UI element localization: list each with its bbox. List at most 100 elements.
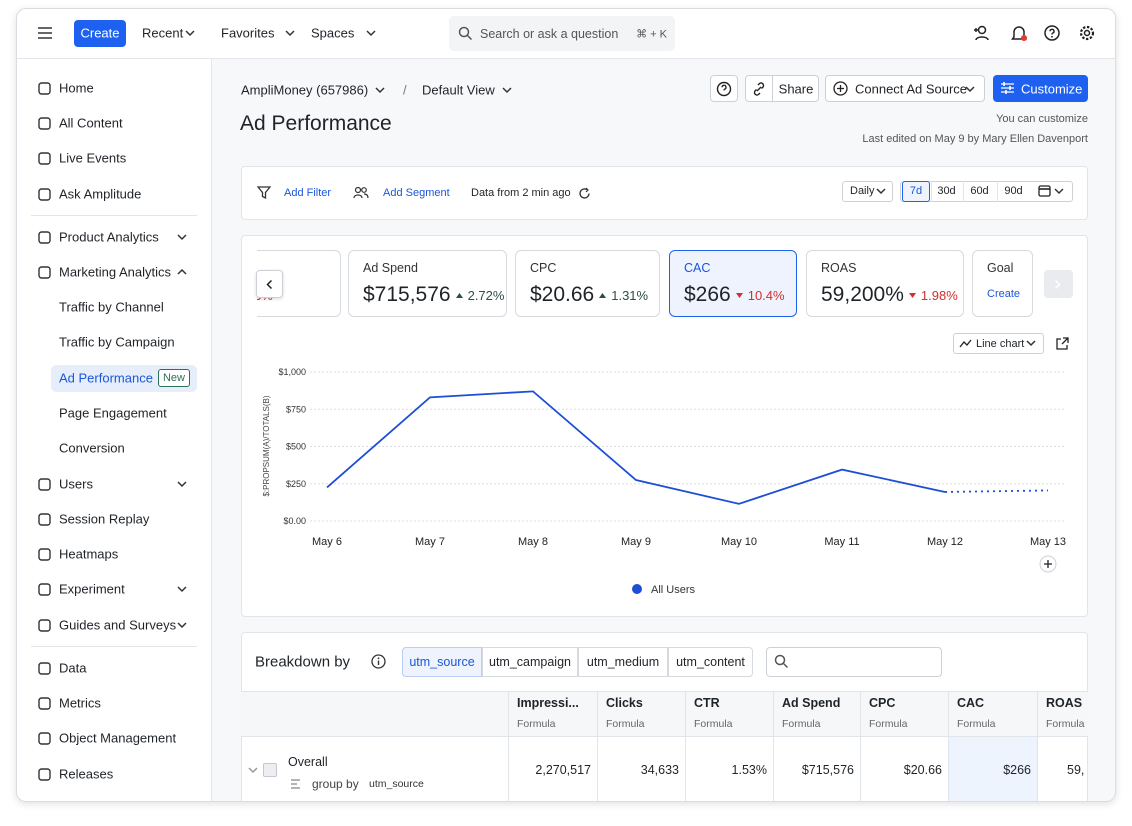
range-label[interactable]: 90d: [1004, 185, 1023, 197]
interval-select[interactable]: [842, 181, 893, 202]
nav-icon: [38, 697, 51, 710]
y-tick-label: $750: [286, 404, 306, 414]
nav-item[interactable]: Users: [59, 476, 93, 492]
nav-icon: [38, 619, 51, 632]
search-box[interactable]: [449, 16, 675, 51]
nav-item[interactable]: Traffic by Channel: [59, 299, 164, 315]
tab-label[interactable]: utm_campaign: [489, 655, 571, 669]
nav-item[interactable]: Object Management: [59, 730, 177, 746]
metric-change: 2.72%: [467, 287, 505, 303]
share-button[interactable]: [745, 75, 819, 102]
row-checkbox[interactable]: [263, 763, 277, 777]
breakdown-search[interactable]: [766, 647, 942, 677]
sidebar-divider: [211, 59, 212, 801]
view-name[interactable]: Default View: [422, 82, 495, 98]
segment-icon: [353, 186, 369, 199]
nav-item[interactable]: Ask Amplitude: [59, 186, 142, 202]
column-header: Impressi...: [517, 696, 579, 710]
nav-item[interactable]: Metrics: [59, 695, 101, 711]
share-label[interactable]: Share: [778, 81, 814, 97]
chevron: [366, 30, 376, 37]
customize-label[interactable]: Customize: [1021, 81, 1083, 97]
help-button[interactable]: [710, 75, 738, 102]
breakdown-tab[interactable]: [668, 647, 753, 677]
metric-row: $20.66 1.31%: [530, 282, 648, 308]
breakdown-tab[interactable]: [482, 647, 578, 677]
metric-strip: 0.53%Ad Spend$715,5762.72%CPC$20.661.31%…: [257, 250, 1040, 320]
nav-item[interactable]: Traffic by Campaign: [59, 334, 175, 350]
nav-item[interactable]: Product Analytics: [59, 229, 159, 245]
x-tick-label: May 8: [518, 536, 548, 548]
nav-icon: [38, 583, 51, 596]
tab-label[interactable]: utm_medium: [586, 655, 660, 669]
range-label[interactable]: 30d: [937, 185, 956, 197]
nav-item[interactable]: Home: [59, 80, 94, 96]
table-cell: $266: [1003, 763, 1031, 777]
metric-card[interactable]: [806, 250, 964, 317]
y-tick-label: $0.00: [283, 516, 306, 526]
tab-label[interactable]: utm_content: [676, 655, 745, 669]
menu-item[interactable]: Spaces: [311, 25, 355, 41]
interval[interactable]: Daily: [850, 185, 875, 197]
metric-card[interactable]: [972, 250, 1033, 317]
scroll-left[interactable]: [256, 270, 283, 298]
range-option[interactable]: [902, 181, 930, 202]
breakdown-tab[interactable]: [578, 647, 668, 677]
breakdown-tab[interactable]: [402, 647, 482, 677]
chart-type[interactable]: Line chart: [976, 338, 1025, 350]
range-option[interactable]: [997, 181, 1030, 202]
add-segment[interactable]: Add Segment: [383, 187, 450, 199]
nav-item[interactable]: Ad Performance: [59, 370, 153, 386]
tab-label[interactable]: utm_source: [409, 655, 475, 669]
nav-item[interactable]: Guides and Surveys: [59, 617, 177, 633]
nav-icon: [38, 152, 51, 165]
nav-icon: [38, 768, 51, 781]
chevron: [1054, 279, 1061, 290]
app-window: Create Recent Favorites Spaces Search or ask…: [16, 8, 1116, 802]
workspace[interactable]: AmpliMoney (657986): [241, 82, 369, 98]
chart-type-select[interactable]: [953, 333, 1044, 354]
metric-action[interactable]: Create: [987, 288, 1021, 300]
search-icon: [774, 654, 788, 668]
range-label[interactable]: 7d: [909, 185, 923, 197]
column-type: Formula: [869, 718, 908, 730]
connect-button[interactable]: [825, 75, 985, 102]
nav-item[interactable]: Experiment: [59, 581, 125, 597]
nav-item[interactable]: All Content: [59, 115, 123, 131]
metric-card[interactable]: [348, 250, 507, 317]
range-option[interactable]: [931, 181, 962, 202]
range-option[interactable]: [963, 181, 996, 202]
breadcrumb-separator: /: [403, 82, 407, 98]
menu-icon: [38, 27, 52, 39]
metric-card[interactable]: [669, 250, 797, 317]
menu-item[interactable]: Favorites: [221, 25, 275, 41]
sidebar-divider: [31, 646, 197, 647]
column-divider: [597, 691, 598, 801]
help-icon: [716, 81, 732, 97]
menu-item[interactable]: Recent: [142, 25, 184, 41]
nav-icon: [38, 188, 51, 201]
chevron: [185, 30, 195, 37]
nav-item[interactable]: Conversion: [59, 440, 125, 456]
nav-item[interactable]: Session Replay: [59, 511, 150, 527]
column-divider: [685, 691, 686, 801]
create-button[interactable]: [74, 20, 126, 47]
create-label[interactable]: Create: [80, 25, 120, 41]
legend-label[interactable]: All Users: [651, 584, 696, 596]
nav-icon: [38, 548, 51, 561]
badge: New: [162, 372, 186, 384]
nav-item[interactable]: Heatmaps: [59, 546, 119, 562]
nav-item[interactable]: Live Events: [59, 150, 127, 166]
connect-label[interactable]: Connect Ad Source: [855, 81, 968, 97]
search-shortcut: ⌘ + K: [636, 28, 667, 41]
metric-card[interactable]: [515, 250, 660, 317]
nav-icon: [38, 513, 51, 526]
add-filter[interactable]: Add Filter: [284, 187, 332, 199]
nav-item[interactable]: Releases: [59, 766, 114, 782]
nav-item[interactable]: Data: [59, 660, 87, 676]
link-icon: [753, 82, 765, 96]
range-label[interactable]: 60d: [970, 185, 989, 197]
trend-arrow: [599, 292, 607, 298]
nav-item[interactable]: Marketing Analytics: [59, 264, 171, 280]
nav-item[interactable]: Page Engagement: [59, 405, 167, 421]
